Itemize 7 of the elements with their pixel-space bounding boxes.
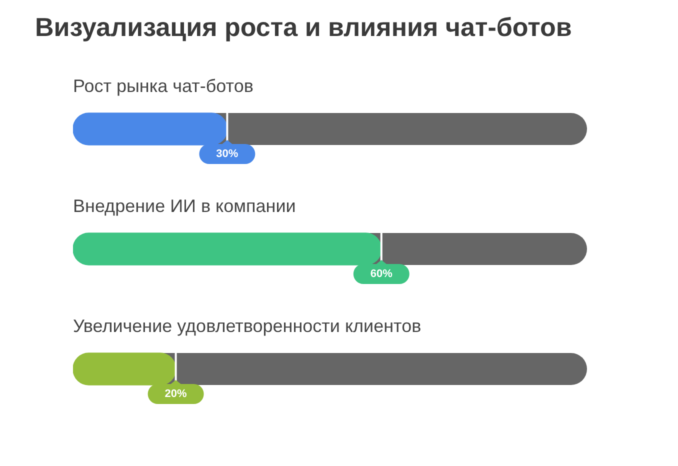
- data-label: 30%: [216, 148, 238, 160]
- data-label: 20%: [164, 388, 188, 400]
- y-tick-label: Рост рынка чат-ботов: [73, 76, 254, 96]
- data-label: 60%: [370, 268, 393, 280]
- y-tick-label: Увеличение удовлетворенности клиентов: [73, 316, 422, 336]
- chart-title: Визуализация роста и влияния чат-ботов: [35, 12, 572, 43]
- y-tick-label: Внедрение ИИ в компании: [73, 196, 296, 216]
